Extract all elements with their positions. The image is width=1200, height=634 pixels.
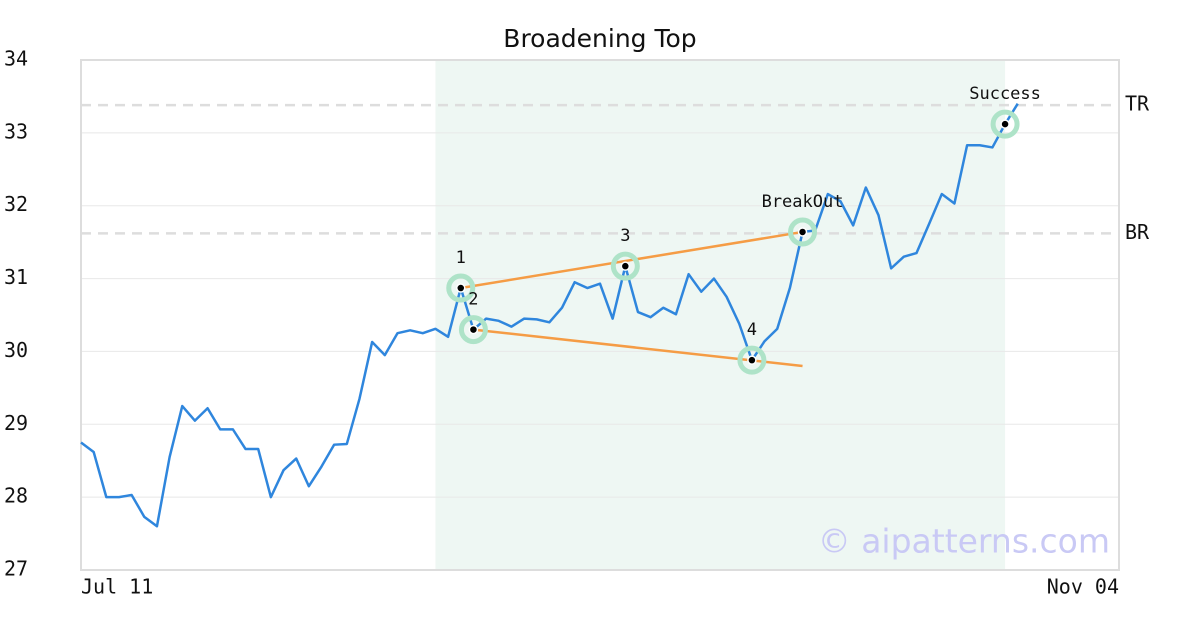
price-line <box>80 103 1019 528</box>
annotation-dot <box>620 261 631 271</box>
reference-label: BR <box>1125 220 1150 244</box>
annotation-halo <box>737 345 767 375</box>
annotation-dot <box>797 227 808 237</box>
annotation-label: 4 <box>747 320 757 340</box>
y-tick-label: 28 <box>4 484 28 508</box>
y-tick-label: 33 <box>4 119 28 143</box>
y-tick-label: 31 <box>4 265 28 289</box>
y-tick-label: 34 <box>4 47 28 71</box>
annotation-halo <box>446 273 476 303</box>
reference-label: TR <box>1125 92 1150 116</box>
annotation-label: 2 <box>468 290 478 310</box>
x-tick-label: Nov 04 <box>1047 575 1119 599</box>
annotation-halo <box>458 315 488 345</box>
annotation-halo <box>788 217 818 247</box>
annotation-dot <box>468 324 479 335</box>
annotation-dot <box>456 283 466 293</box>
y-tick-label: 29 <box>4 411 28 435</box>
annotation-label: Success <box>969 84 1041 104</box>
annotation-dot <box>1000 119 1010 129</box>
y-tick-label: 27 <box>4 557 28 581</box>
annotation-dot <box>747 355 757 365</box>
annotation-halo <box>610 251 640 281</box>
x-tick-label: Jul 11 <box>81 575 153 599</box>
trend-line <box>460 230 803 290</box>
annotation-label: BreakOut <box>762 192 844 212</box>
annotation-halo <box>990 109 1020 139</box>
chart-title: Broadening Top <box>503 24 696 53</box>
watermark: © aipatterns.com <box>818 522 1110 561</box>
y-tick-label: 30 <box>4 338 28 362</box>
y-tick-label: 32 <box>4 192 28 216</box>
highlight-region <box>435 60 1006 570</box>
plot-frame <box>80 59 1120 571</box>
annotation-label: 1 <box>456 248 466 268</box>
annotation-label: 3 <box>620 226 630 246</box>
